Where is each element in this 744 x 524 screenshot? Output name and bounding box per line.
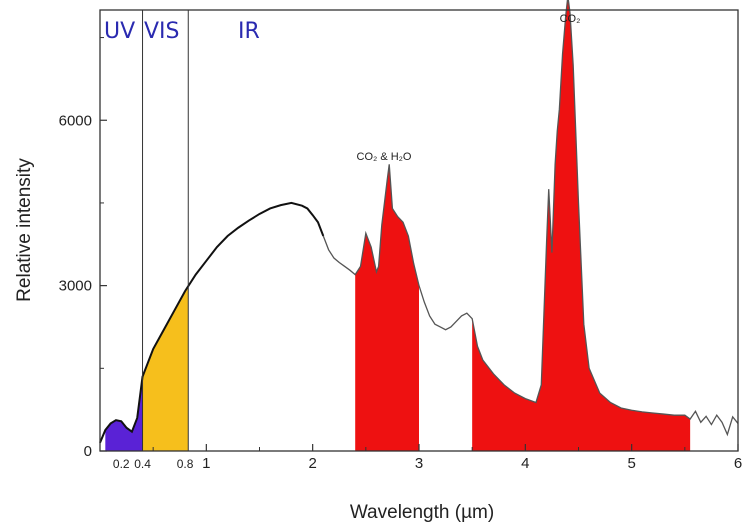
annotation-co2: CO₂ xyxy=(560,13,581,25)
fill-region-1 xyxy=(142,286,189,451)
band-label-vis: VIS xyxy=(144,19,180,44)
x-tick-label: 5 xyxy=(627,455,635,472)
band-label-uv: UV xyxy=(104,19,135,44)
y-tick-label: 0 xyxy=(84,443,92,460)
x-axis-label: Wavelength (µm) xyxy=(350,502,494,523)
y-tick-label: 6000 xyxy=(59,112,92,129)
fill-region-0 xyxy=(105,376,143,451)
x-tick-label: 1 xyxy=(202,455,210,472)
annotation-co2-h2o: CO₂ & H₂O xyxy=(357,151,412,163)
fills-layer xyxy=(105,0,691,451)
fill-region-2 xyxy=(355,164,419,451)
x-small-tick-label: 0.2 xyxy=(113,457,130,471)
y-axis-label: Relative intensity xyxy=(14,158,35,302)
fill-region-3 xyxy=(472,0,691,451)
x-small-tick-label: 0.4 xyxy=(134,457,151,471)
x-tick-label: 6 xyxy=(734,455,742,472)
band-dividers xyxy=(142,10,189,451)
y-tick-label: 3000 xyxy=(59,278,92,295)
spectrum-curve xyxy=(99,201,325,444)
ticks-layer: 1 2 3 4 5 6 0.2 0.4 0.8 0 3000 6000 xyxy=(59,37,742,472)
x-tick-label: 3 xyxy=(415,455,423,472)
x-tick-label: 2 xyxy=(308,455,316,472)
spectrum-curve-tail xyxy=(322,0,739,437)
curve-layer xyxy=(99,0,739,444)
x-small-tick-label: 0.8 xyxy=(177,457,194,471)
band-label-ir: IR xyxy=(238,19,260,44)
x-tick-label: 4 xyxy=(521,455,529,472)
